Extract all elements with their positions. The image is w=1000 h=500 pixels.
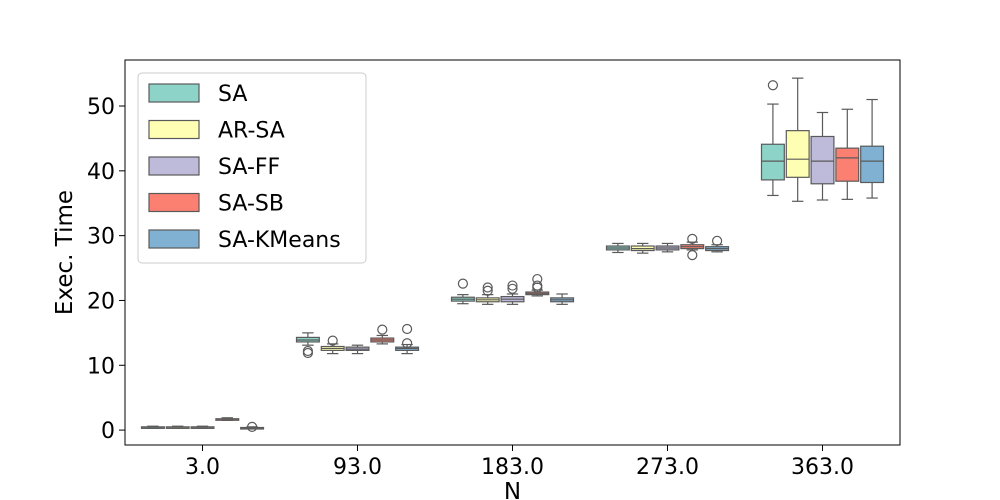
- outlier-point: [482, 282, 493, 293]
- outlier-point: [711, 235, 723, 246]
- outlier-point: [402, 323, 413, 335]
- y-tick-label: 50: [87, 95, 115, 120]
- x-axis: 3.0 93.0 183.0 273.0 363.0: [185, 445, 854, 480]
- legend-label: SA: [218, 82, 247, 107]
- legend-label: AR-SA: [218, 119, 285, 144]
- box: [835, 147, 860, 182]
- outlier-point: [532, 280, 543, 291]
- box: [810, 135, 835, 185]
- y-axis-label: Exec. Time: [52, 190, 78, 315]
- series-sa: [140, 80, 785, 429]
- x-axis-label: N: [504, 479, 521, 500]
- series-sa-ff: [190, 111, 835, 429]
- outlier-point: [507, 280, 518, 291]
- box: [785, 130, 810, 178]
- legend-label: SA-FF: [218, 155, 280, 180]
- box: [860, 145, 885, 184]
- legend-label: SA-KMeans: [218, 228, 341, 253]
- y-tick-label: 0: [101, 419, 115, 444]
- series-sa-kmeans: [240, 98, 885, 432]
- outlier-point: [687, 249, 698, 261]
- outlier-point: [532, 273, 543, 285]
- outlier-point: [507, 283, 518, 294]
- box: [760, 143, 785, 181]
- y-tick-label: 20: [87, 289, 115, 314]
- outlier-point: [247, 421, 258, 432]
- outlier-point: [767, 80, 779, 91]
- legend-swatch: [148, 229, 200, 249]
- x-tick-label: 3.0: [185, 455, 220, 480]
- outlier-point: [687, 233, 698, 244]
- y-axis: 0 10 20 30 40 50: [87, 95, 125, 444]
- outlier-point: [482, 285, 493, 296]
- y-tick-label: 30: [87, 225, 115, 250]
- x-tick-label: 183.0: [481, 455, 544, 480]
- y-tick-label: 10: [87, 354, 115, 379]
- outlier-point: [457, 278, 468, 289]
- legend-swatch: [148, 83, 200, 103]
- series-sa-sb: [215, 108, 860, 421]
- x-tick-label: 273.0: [636, 455, 699, 480]
- legend-swatch: [148, 119, 200, 140]
- y-tick-label: 40: [87, 160, 115, 185]
- outlier-point: [302, 345, 313, 357]
- outlier-point: [402, 338, 413, 349]
- outlier-point: [377, 324, 388, 335]
- legend-label: SA-SB: [218, 192, 284, 217]
- x-tick-label: 363.0: [791, 455, 854, 480]
- outlier-point: [327, 335, 338, 346]
- legend-swatch: [148, 192, 200, 213]
- legend-swatch: [148, 156, 200, 176]
- x-tick-label: 93.0: [333, 455, 382, 480]
- legend: SA AR-SA SA-FF SA-SB SA-KMeans: [137, 72, 367, 264]
- series-ar-sa: [165, 77, 810, 429]
- plot-marks: [140, 77, 885, 432]
